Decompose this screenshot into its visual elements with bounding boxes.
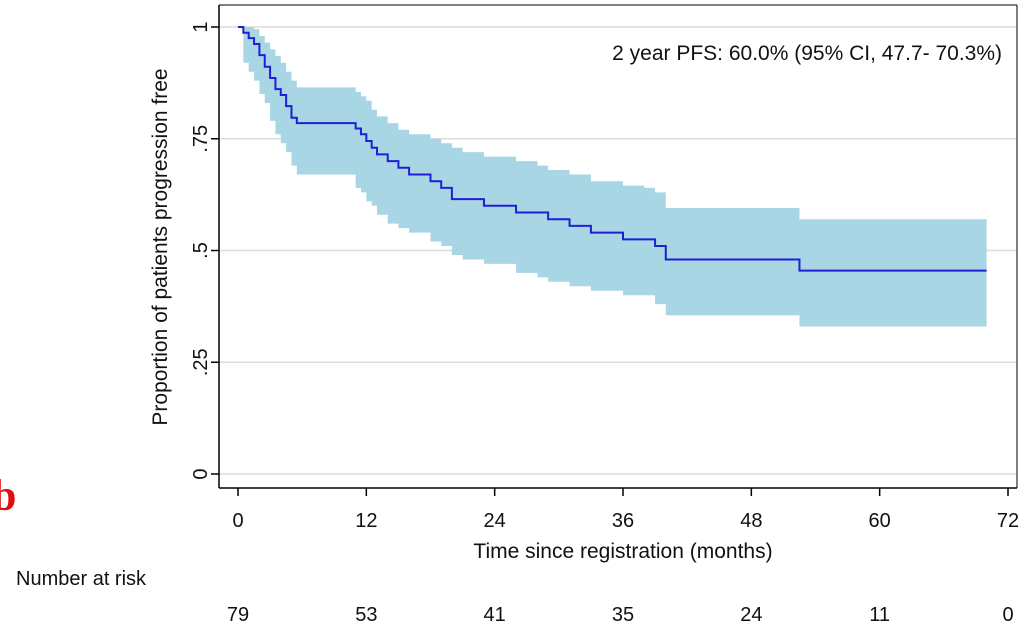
risk-count-2: 41 bbox=[484, 604, 506, 625]
y-tick-label-4: 1 bbox=[190, 21, 212, 32]
ci-band bbox=[238, 27, 987, 327]
risk-count-4: 24 bbox=[740, 604, 762, 625]
y-tick-label-2: .5 bbox=[190, 242, 212, 259]
y-tick-label-1: .25 bbox=[190, 348, 212, 376]
x-axis-title: Time since registration (months) bbox=[473, 540, 772, 563]
risk-count-6: 0 bbox=[1002, 604, 1013, 625]
pfs-annotation: 2 year PFS: 60.0% (95% CI, 47.7- 70.3%) bbox=[612, 42, 1002, 65]
x-tick-label-2: 24 bbox=[484, 510, 506, 532]
x-tick-label-0: 0 bbox=[232, 510, 243, 532]
km-survival-line bbox=[238, 26, 987, 272]
axes bbox=[218, 4, 1018, 489]
x-tick-labels: 0 12 24 36 48 60 72 bbox=[232, 488, 1019, 532]
y-tick-labels: 0 .25 .5 .75 1 bbox=[190, 21, 219, 480]
risk-count-3: 35 bbox=[612, 604, 634, 625]
risk-count-1: 53 bbox=[355, 604, 377, 625]
risk-count-5: 11 bbox=[869, 604, 890, 625]
x-tick-label-5: 60 bbox=[869, 510, 891, 532]
y-axis-title: Proportion of patients progression free bbox=[149, 68, 172, 425]
risk-table-label: Number at risk bbox=[16, 568, 147, 590]
x-tick-label-1: 12 bbox=[355, 510, 377, 532]
x-tick-label-4: 48 bbox=[740, 510, 762, 532]
y-tick-label-0: 0 bbox=[190, 468, 212, 479]
y-tick-label-3: .75 bbox=[190, 125, 212, 153]
risk-table-counts: 79 53 41 35 24 11 0 bbox=[227, 604, 1014, 625]
x-tick-label-3: 36 bbox=[612, 510, 634, 532]
panel-letter: b bbox=[0, 471, 16, 520]
x-tick-label-6: 72 bbox=[997, 510, 1019, 532]
risk-count-0: 79 bbox=[227, 604, 249, 625]
